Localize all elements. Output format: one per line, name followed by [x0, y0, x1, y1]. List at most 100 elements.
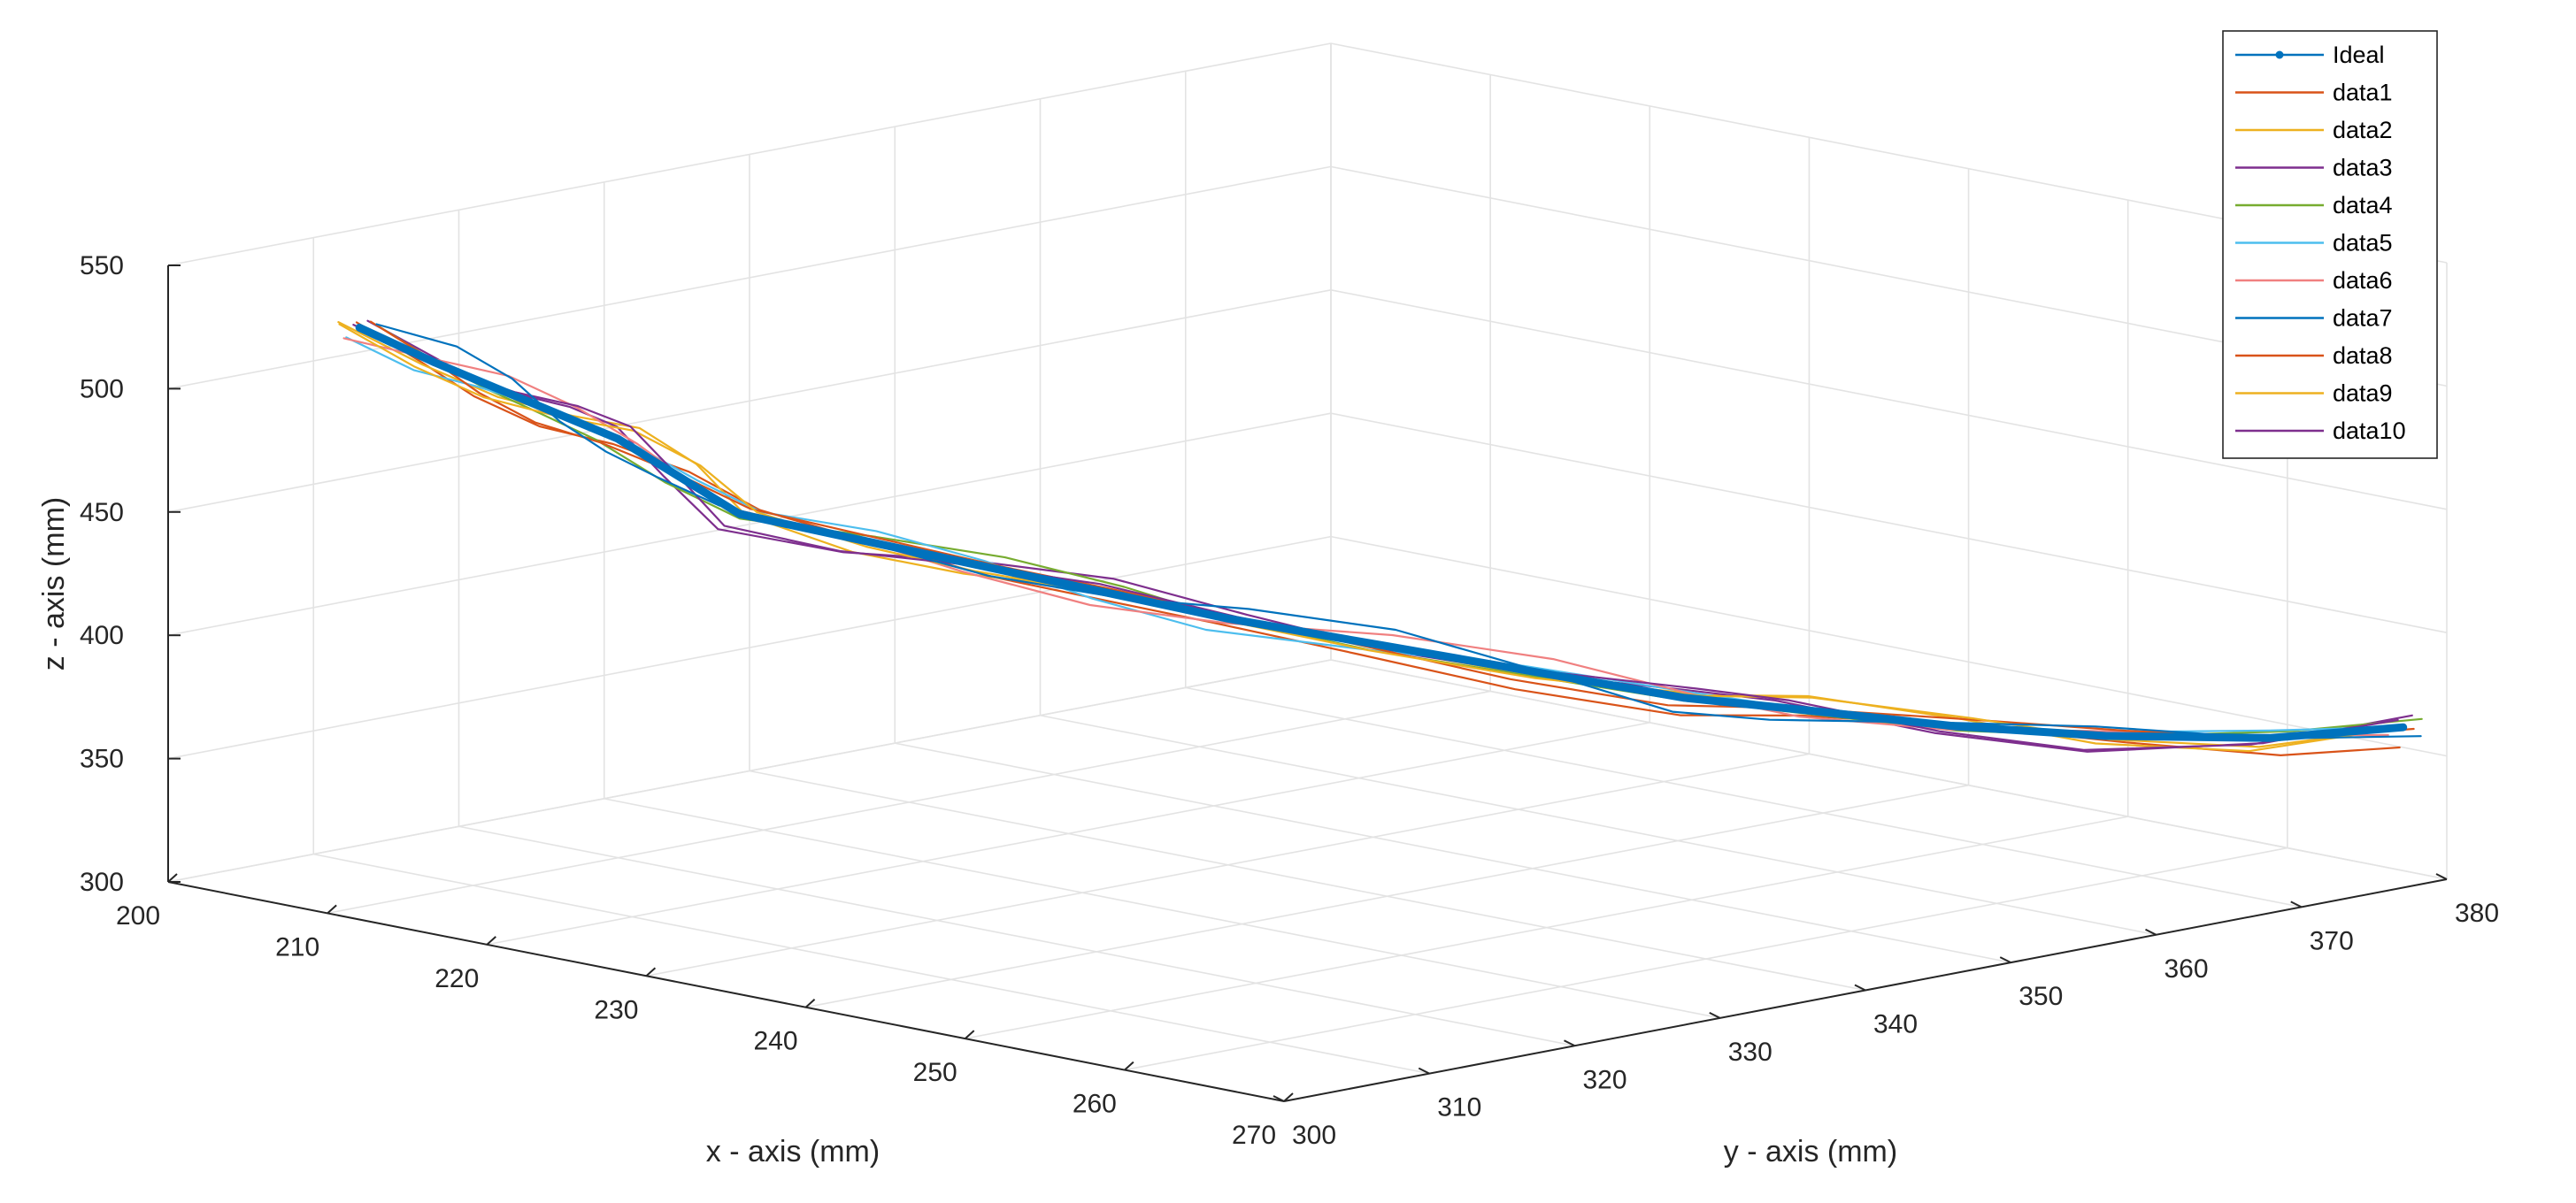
legend-entry-data1: data1 [2235, 80, 2393, 106]
legend-label: data6 [2333, 267, 2393, 294]
back-wall-grid-line [167, 42, 1332, 266]
legend-entry-data4: data4 [2235, 192, 2393, 218]
legend-marker [2275, 50, 2284, 59]
legend: Ideal data1 data2 data3 data4 data5 data6 data7… [2222, 30, 2438, 459]
series-layer [337, 319, 2423, 756]
side-wall-grid-line [1330, 659, 2448, 880]
series-line-data4 [377, 325, 2423, 738]
series-line-data3 [366, 319, 2413, 753]
legend-label: data9 [2333, 380, 2393, 407]
x-tick-label: 240 [754, 1027, 798, 1056]
floor-grid-line [313, 853, 1430, 1075]
back-wall-grid-line [167, 165, 1332, 390]
side-wall-grid-line [1330, 289, 2448, 510]
y-tick-label: 300 [1292, 1121, 1336, 1150]
legend-entry-data10: data10 [2235, 418, 2406, 444]
x-axis-label: x - axis (mm) [706, 1135, 880, 1169]
floor-grid-line [1185, 686, 2302, 908]
y-tick-label: 370 [2310, 926, 2354, 955]
x-axis-line [167, 881, 1285, 1102]
legend-label: data1 [2333, 80, 2393, 106]
y-tick [2290, 900, 2303, 908]
z-tick-label: 550 [80, 251, 124, 280]
side-wall-grid-line [1330, 412, 2448, 633]
legend-label: data2 [2333, 117, 2393, 143]
floor-grid-line [458, 825, 1575, 1047]
back-wall-grid-line [167, 659, 1332, 883]
legend-entry-data3: data3 [2235, 155, 2393, 181]
x-tick [804, 998, 816, 1008]
z-tick-label: 500 [80, 374, 124, 403]
x-tick-label: 260 [1073, 1090, 1117, 1119]
x-tick [167, 873, 178, 883]
legend-label: Ideal [2333, 42, 2385, 68]
series-line-data1 [355, 321, 2401, 756]
legend-label: data3 [2333, 155, 2393, 181]
x-tick [1124, 1061, 1134, 1071]
x-tick [327, 904, 337, 915]
z-tick-label: 300 [80, 868, 124, 897]
legend-entry-ideal: Ideal [2235, 42, 2385, 68]
y-axis-label: y - axis (mm) [1724, 1135, 1897, 1169]
legend-label: data10 [2333, 418, 2406, 444]
y-tick-label: 320 [1582, 1065, 1626, 1094]
y-tick [1418, 1067, 1430, 1075]
y-tick [1273, 1095, 1285, 1102]
y-tick-label: 350 [2019, 982, 2063, 1011]
x-tick [965, 1030, 975, 1039]
legend-entry-data9: data9 [2235, 380, 2393, 407]
series-line-data8 [369, 320, 2415, 739]
legend-entry-data2: data2 [2235, 117, 2393, 143]
series-line-data2 [337, 321, 2384, 753]
ticks-layer: 200 210 220 230 240 250 260 270 300 310 320 330 340 3… [80, 251, 2499, 1150]
x-tick-label: 250 [913, 1058, 957, 1087]
x-tick-label: 210 [275, 932, 319, 962]
legend-entry-data7: data7 [2235, 305, 2393, 332]
series-line-data10 [352, 324, 2399, 751]
y-tick [2145, 928, 2157, 936]
y-tick [1999, 956, 2011, 964]
x-tick-label: 230 [594, 995, 638, 1024]
back-wall-grid-line [167, 412, 1332, 636]
z-tick-label: 350 [80, 745, 124, 774]
series-line-data6 [342, 337, 2389, 737]
legend-label: data7 [2333, 305, 2393, 332]
legend-label: data4 [2333, 192, 2393, 218]
floor-grid-line [749, 770, 1866, 992]
back-wall-grid-line [167, 535, 1332, 760]
y-tick-label: 360 [2164, 954, 2208, 984]
floor-grid-line [1040, 714, 2157, 936]
floor-grid-line [604, 798, 1720, 1019]
back-wall-grid-line [167, 289, 1332, 513]
y-tick [1709, 1011, 1721, 1019]
y-tick-label: 340 [1873, 1010, 1918, 1039]
y-tick [1564, 1039, 1575, 1047]
side-wall-grid-line [1330, 535, 2448, 757]
x-tick [645, 967, 657, 977]
legend-box [2222, 30, 2438, 459]
y-tick [1854, 984, 1866, 992]
series-line-data5 [345, 336, 2391, 733]
x-tick [486, 936, 496, 946]
legend-label: data5 [2333, 230, 2393, 257]
z-tick-label: 450 [80, 498, 124, 527]
legend-entry-data6: data6 [2235, 267, 2393, 294]
y-tick-label: 330 [1728, 1038, 1772, 1067]
floor-grid-line [895, 742, 2011, 963]
grid-layer [167, 42, 2448, 1102]
legend-entry-data8: data8 [2235, 342, 2393, 369]
x-tick-label: 200 [116, 901, 160, 931]
y-tick [2435, 873, 2448, 880]
series-line-data7 [375, 323, 2422, 739]
series-line-ideal [355, 323, 2408, 742]
y-tick-label: 310 [1437, 1093, 1481, 1123]
y-tick-label: 380 [2455, 899, 2499, 928]
z-tick-label: 400 [80, 621, 124, 650]
legend-entry-data5: data5 [2235, 230, 2393, 257]
x-tick-label: 220 [434, 964, 479, 993]
legend-label: data8 [2333, 342, 2393, 369]
z-axis-label: z - axis (mm) [37, 497, 71, 670]
x-tick [1283, 1092, 1294, 1102]
x-tick-label: 270 [1232, 1121, 1276, 1150]
